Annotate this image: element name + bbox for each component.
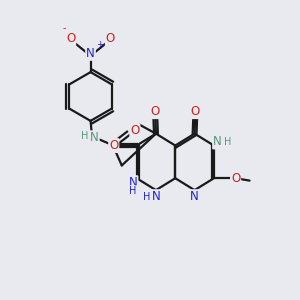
Text: O: O — [66, 32, 75, 45]
Text: H: H — [224, 137, 231, 147]
Text: H: H — [81, 131, 88, 141]
Text: N: N — [90, 131, 99, 144]
Text: O: O — [130, 124, 140, 137]
Text: N: N — [86, 47, 95, 60]
Text: O: O — [151, 105, 160, 118]
Text: N: N — [129, 176, 137, 189]
Text: -: - — [63, 23, 66, 33]
Text: O: O — [109, 139, 119, 152]
Text: H: H — [143, 192, 151, 202]
Text: N: N — [213, 136, 222, 148]
Text: N: N — [152, 190, 160, 203]
Text: +: + — [97, 40, 104, 50]
Text: H: H — [129, 186, 137, 196]
Text: O: O — [231, 172, 240, 185]
Text: O: O — [190, 105, 200, 118]
Text: O: O — [106, 32, 115, 45]
Text: N: N — [190, 190, 199, 203]
